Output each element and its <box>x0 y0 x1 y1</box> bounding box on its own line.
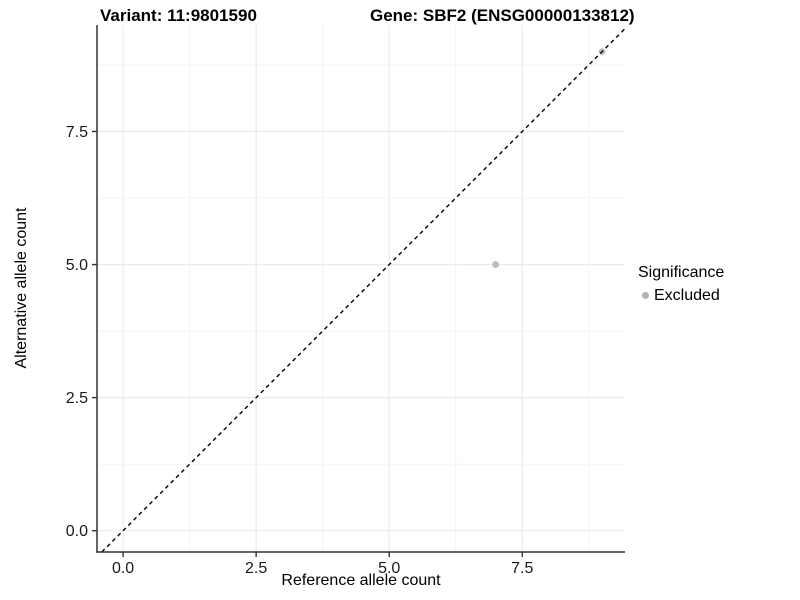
x-tick-label: 7.5 <box>511 560 533 577</box>
x-axis-title: Reference allele count <box>281 572 441 589</box>
y-tick-label: 7.5 <box>66 124 88 141</box>
y-tick-label: 0.0 <box>66 523 88 540</box>
x-tick-label: 5.0 <box>378 560 400 577</box>
variant-title: Variant: 11:9801590 <box>100 6 257 25</box>
identity-line <box>101 28 626 553</box>
y-tick-label: 5.0 <box>66 257 88 274</box>
legend-point-icon <box>642 292 649 299</box>
x-tick-label: 2.5 <box>245 560 267 577</box>
legend-item-label: Excluded <box>654 287 720 304</box>
legend-title: Significance <box>638 264 725 281</box>
legend-item-excluded: Excluded <box>638 286 724 305</box>
data-point <box>492 261 500 268</box>
legend: Significance Excluded <box>638 263 724 305</box>
x-tick-label: 0.0 <box>112 560 134 577</box>
y-tick-label: 2.5 <box>66 390 88 407</box>
gene-title: Gene: SBF2 (ENSG00000133812) <box>370 6 635 25</box>
